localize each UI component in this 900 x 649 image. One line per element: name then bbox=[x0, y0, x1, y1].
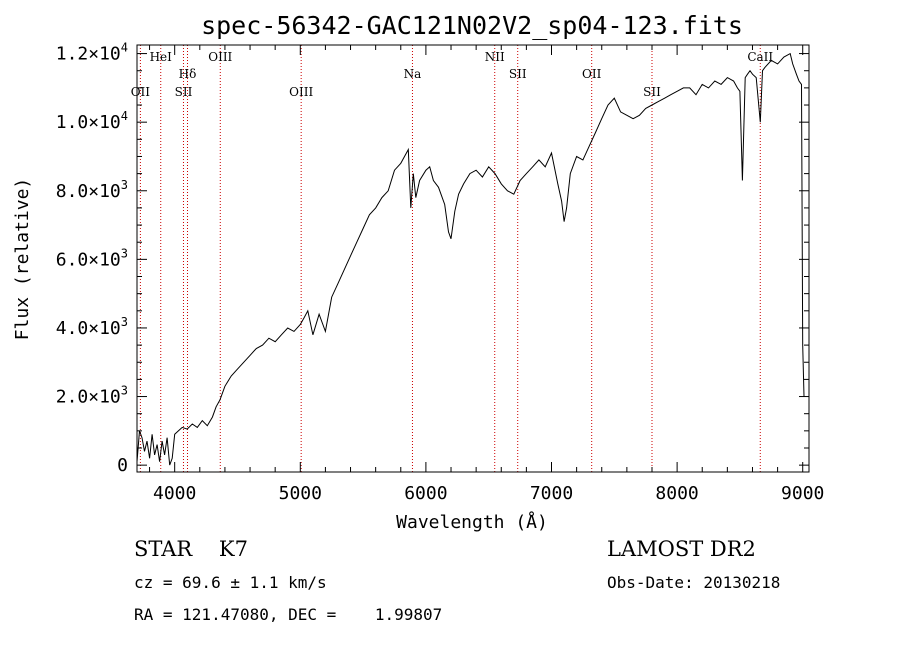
x-tick-label-3: 7000 bbox=[530, 483, 573, 504]
y-tick-label-1: 2.0×103 bbox=[56, 384, 128, 408]
marker-label-11: CaII bbox=[747, 50, 773, 64]
y-tick-label-4: 8.0×103 bbox=[56, 178, 128, 202]
observation-date: Obs-Date: 20130218 bbox=[607, 573, 781, 592]
marker-label-5: OIII bbox=[289, 85, 313, 99]
marker-label-10: SII bbox=[643, 85, 661, 99]
y-axis: 0 2.0×103 4.0×103 6.0×103 8.0×103 1.0×104 1.2×… bbox=[56, 41, 809, 476]
marker-label-6: Na bbox=[404, 67, 422, 81]
marker-label-4: OIII bbox=[208, 50, 232, 64]
x-tick-label-0: 4000 bbox=[153, 483, 196, 504]
plot-frame bbox=[136, 44, 810, 473]
y-tick-label-0: 0 bbox=[117, 455, 128, 476]
redshift-cz: cz = 69.6 ± 1.1 km/s bbox=[134, 573, 327, 592]
coordinates: RA = 121.47080, DEC = 1.99807 bbox=[134, 605, 443, 624]
y-tick-label-2: 4.0×103 bbox=[56, 315, 128, 339]
x-axis-label: Wavelength (Å) bbox=[396, 511, 548, 533]
y-axis-label: Flux (relative) bbox=[12, 178, 33, 341]
y-tick-label-6: 1.2×104 bbox=[56, 41, 128, 65]
y-tick-label-3: 6.0×103 bbox=[56, 246, 128, 270]
marker-label-7: NII bbox=[485, 50, 505, 64]
x-tick-label-1: 5000 bbox=[279, 483, 322, 504]
spectrum-line bbox=[136, 52, 805, 466]
chart-title: spec-56342-GAC121N02V2_sp04-123.fits bbox=[201, 11, 743, 40]
marker-label-2: Hδ bbox=[179, 67, 197, 81]
marker-label-0: OII bbox=[131, 85, 151, 99]
x-tick-label-2: 6000 bbox=[404, 483, 447, 504]
marker-label-8: SII bbox=[509, 67, 527, 81]
marker-label-9: OII bbox=[582, 67, 602, 81]
object-class: STAR K7 bbox=[134, 537, 248, 561]
survey-name: LAMOST DR2 bbox=[607, 537, 756, 561]
marker-label-3: SII bbox=[175, 85, 193, 99]
x-tick-label-5: 9000 bbox=[781, 483, 824, 504]
x-axis: 4000 5000 6000 7000 8000 9000 bbox=[149, 45, 824, 504]
emission-line-markers: OII HeI Hδ SII OIII OIII Na NII SII OII SII CaII bbox=[131, 45, 773, 472]
y-tick-label-5: 1.0×104 bbox=[56, 109, 128, 133]
marker-label-1: HeI bbox=[150, 50, 173, 64]
x-tick-label-4: 8000 bbox=[655, 483, 698, 504]
